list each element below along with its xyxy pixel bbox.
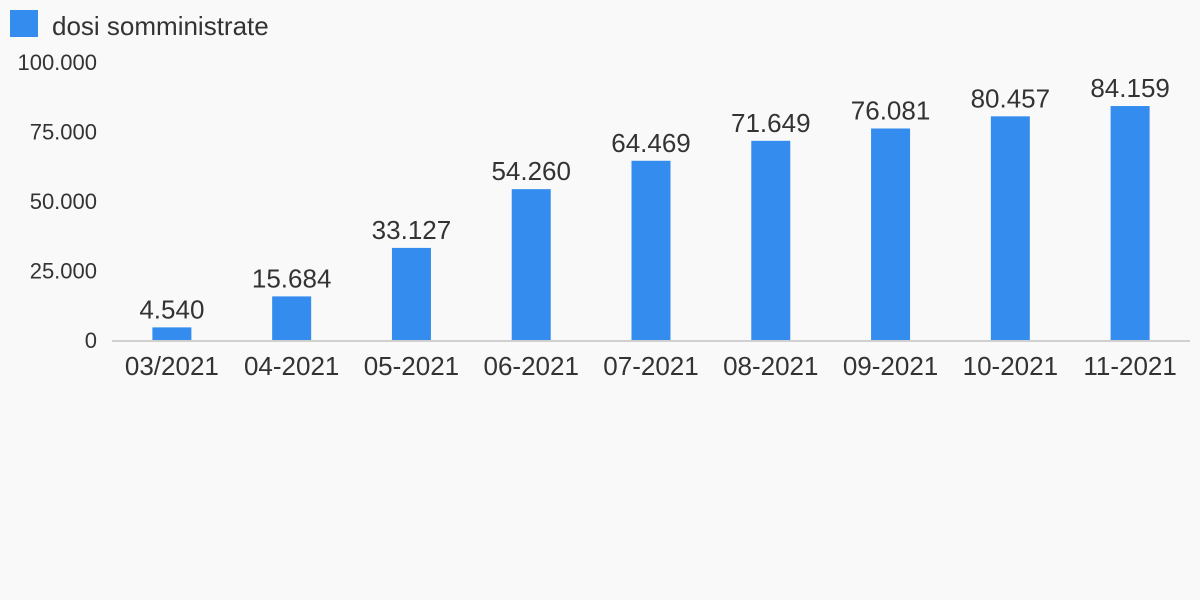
bar [990, 116, 1030, 341]
x-tick-label: 10-2021 [963, 351, 1058, 381]
x-tick-label: 11-2021 [1083, 351, 1177, 381]
bar [272, 296, 312, 340]
x-tick-label: 06-2021 [484, 351, 579, 381]
bar [152, 327, 192, 340]
legend-label: dosi somministrate [52, 11, 269, 41]
data-label: 76.081 [851, 95, 931, 125]
bar [1110, 106, 1150, 340]
x-tick-label: 07-2021 [603, 351, 698, 381]
legend: dosi somministrate [10, 10, 269, 41]
y-tick-label: 0 [85, 328, 97, 353]
data-label: 4.540 [139, 294, 204, 324]
x-axis: 03/2021 04-2021 05-2021 06-2021 07-2021 08-20… [125, 351, 1177, 381]
x-tick-label: 03/2021 [125, 351, 219, 381]
data-label: 64.469 [611, 128, 691, 158]
data-label: 15.684 [252, 263, 332, 293]
x-tick-label: 08-2021 [723, 351, 818, 381]
x-tick-label: 04-2021 [244, 351, 339, 381]
x-tick-label: 05-2021 [364, 351, 459, 381]
y-tick-label: 25.000 [30, 259, 97, 284]
bar [871, 128, 911, 340]
bar [631, 160, 671, 340]
y-tick-label: 100.000 [17, 50, 97, 75]
bar [391, 247, 431, 340]
y-tick-label: 75.000 [30, 120, 97, 145]
legend-swatch [10, 10, 38, 37]
bar [751, 140, 791, 340]
data-label: 80.457 [971, 83, 1051, 113]
data-labels: 4.540 15.684 33.127 54.260 64.469 71.649 76.08… [139, 73, 1170, 324]
y-axis: 0 25.000 50.000 75.000 100.000 [17, 50, 97, 353]
data-label: 84.159 [1090, 73, 1170, 103]
y-tick-label: 50.000 [30, 189, 97, 214]
bars [152, 106, 1150, 341]
data-label: 54.260 [491, 156, 571, 186]
bar [511, 189, 551, 340]
data-label: 33.127 [372, 215, 452, 245]
data-label: 71.649 [731, 108, 811, 138]
x-tick-label: 09-2021 [843, 351, 938, 381]
